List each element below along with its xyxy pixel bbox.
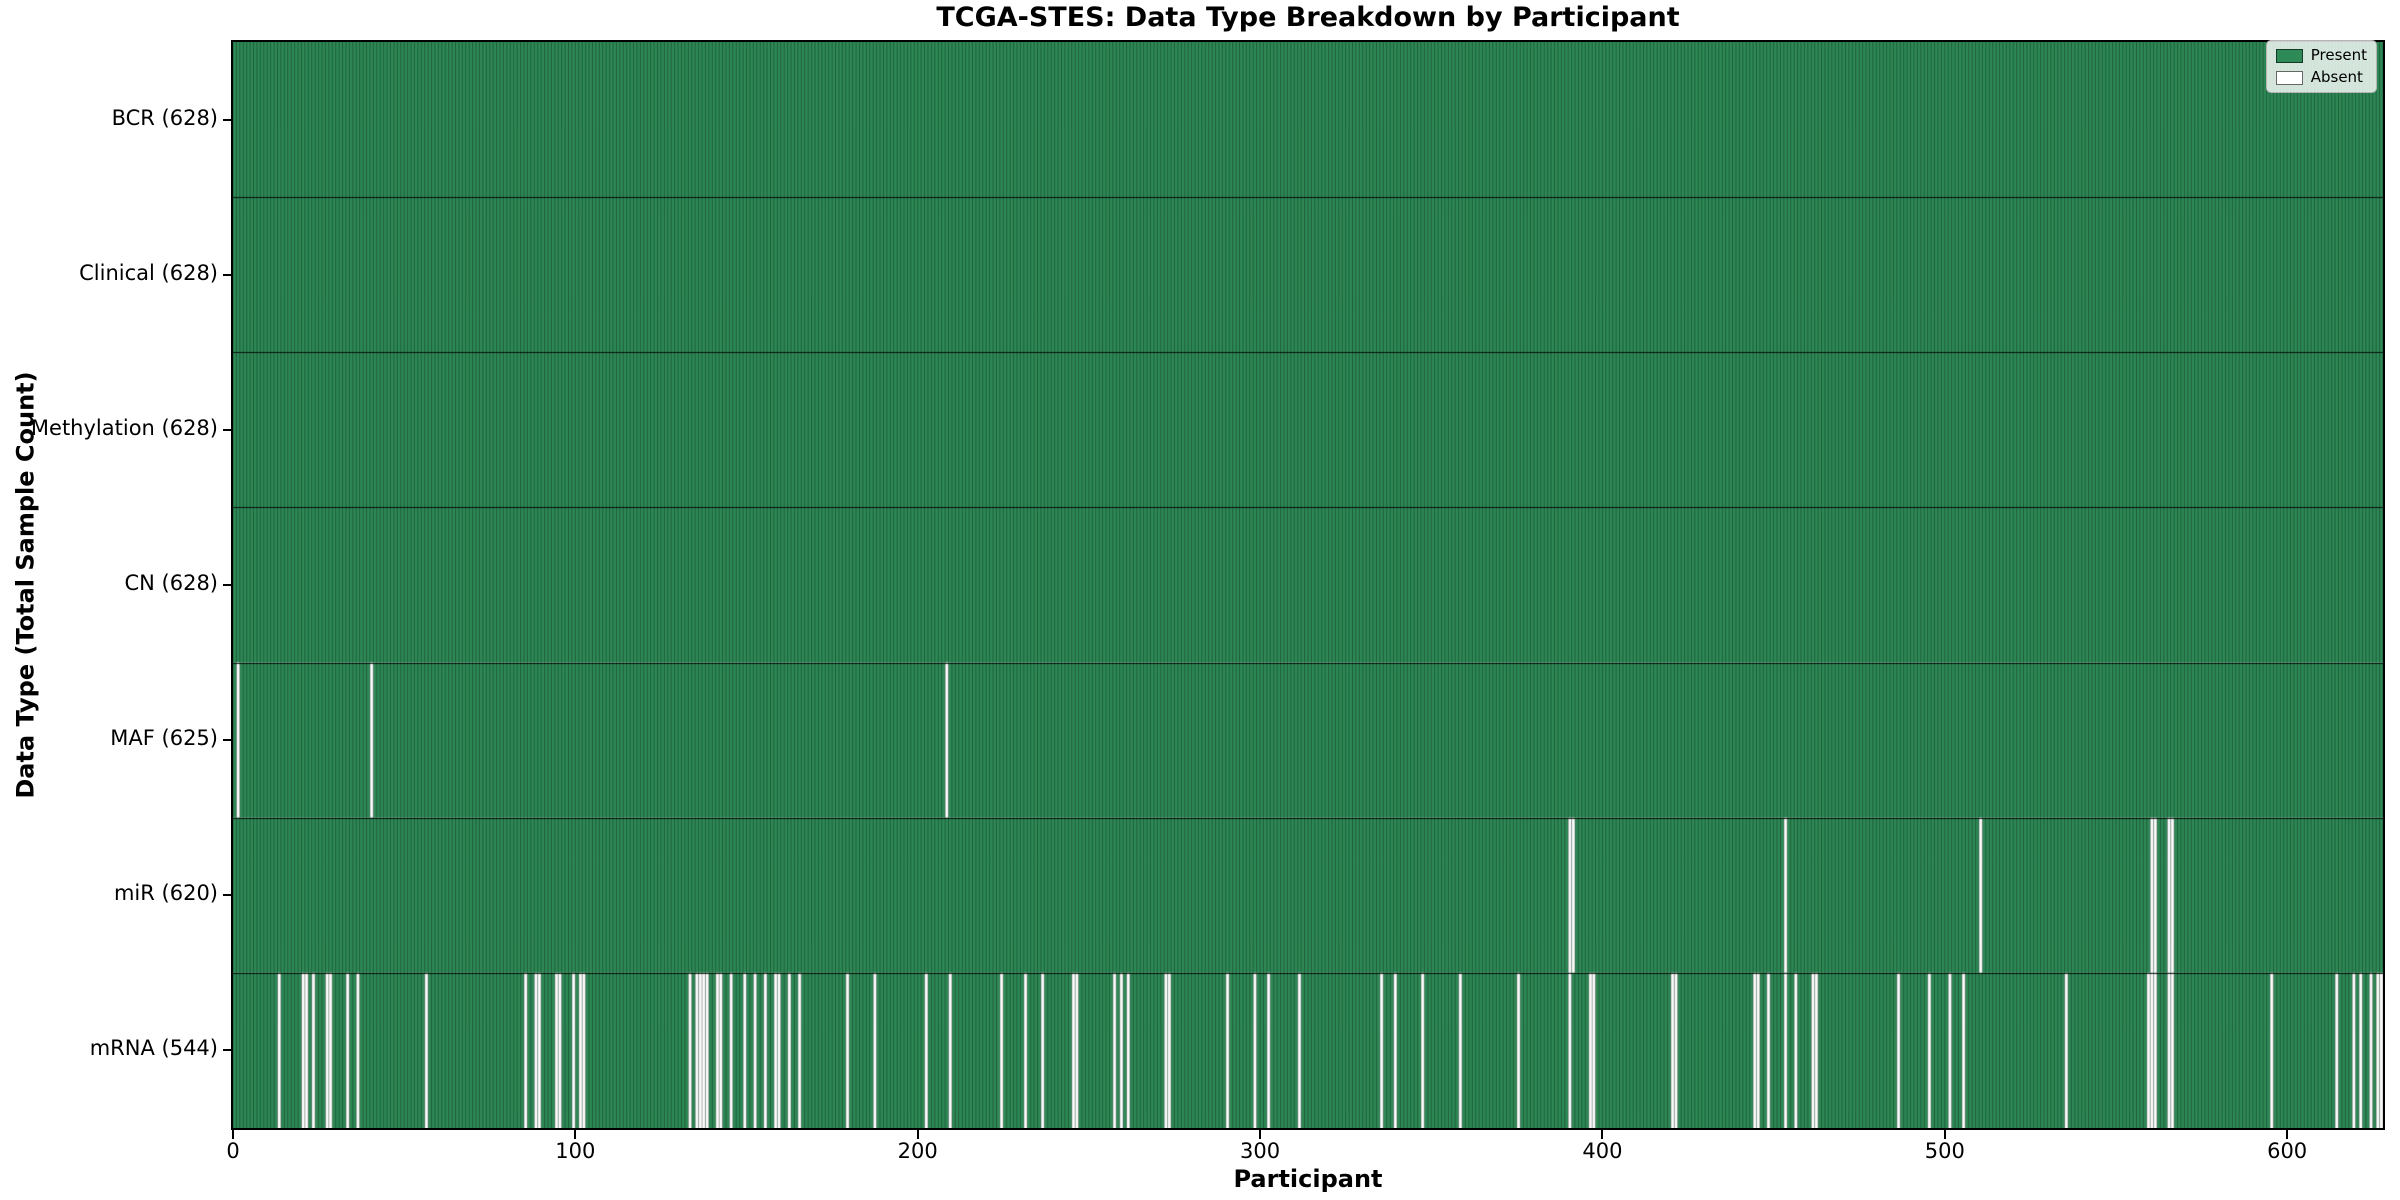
x-tick-mark: [2286, 1130, 2289, 1139]
legend-item: Absent: [2275, 68, 2367, 86]
x-tick-mark: [1943, 1130, 1946, 1139]
legend-item: Present: [2275, 46, 2367, 64]
y-tick-label: Methylation (628): [30, 415, 218, 440]
legend-swatch-absent: [2275, 70, 2303, 85]
y-tick-mark: [223, 739, 232, 742]
y-tick-mark: [223, 584, 232, 586]
legend-swatch-present: [2275, 48, 2303, 63]
y-tick-mark: [223, 428, 232, 431]
x-tick-mark: [1259, 1130, 1262, 1139]
legend-label: Present: [2310, 46, 2367, 64]
legend-label: Absent: [2310, 68, 2363, 86]
y-tick-mark: [223, 894, 232, 897]
x-tick-label: 300: [1240, 1139, 1281, 1163]
x-tick-mark: [916, 1130, 919, 1139]
plot-area: [231, 40, 2385, 1130]
x-tick-mark: [232, 1130, 234, 1139]
x-tick-label: 100: [555, 1139, 596, 1163]
y-tick-label: CN (628): [124, 571, 218, 595]
y-tick-label: BCR (628): [111, 105, 218, 130]
y-tick-label: Clinical (628): [79, 260, 218, 285]
y-tick-mark: [223, 118, 232, 121]
x-tick-label: 600: [2267, 1139, 2308, 1163]
x-tick-mark: [1601, 1130, 1604, 1139]
y-tick-mark: [223, 273, 232, 276]
y-tick-label: mRNA (544): [89, 1036, 218, 1061]
x-tick-label: 200: [897, 1139, 938, 1163]
y-tick-mark: [223, 1049, 232, 1052]
legend: Present Absent: [2265, 40, 2377, 93]
y-tick-label: MAF (625): [110, 726, 218, 751]
y-tick-label: miR (620): [113, 881, 218, 906]
x-tick-mark: [574, 1130, 577, 1139]
heatmap-canvas: [233, 42, 2383, 1128]
x-axis-label: Participant: [1233, 1165, 1383, 1193]
x-tick-label: 400: [1582, 1139, 1623, 1163]
chart-title: TCGA-STES: Data Type Breakdown by Partic…: [936, 2, 1680, 33]
x-tick-label: 500: [1924, 1139, 1965, 1163]
x-tick-label: 0: [226, 1139, 240, 1163]
